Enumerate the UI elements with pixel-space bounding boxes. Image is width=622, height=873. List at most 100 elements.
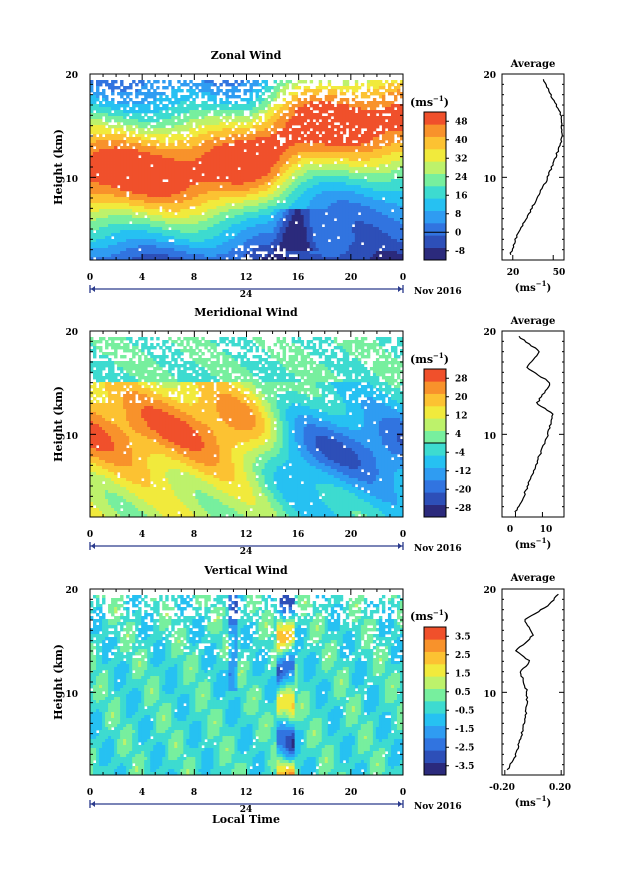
chart-title: Vertical Wind	[203, 564, 288, 577]
profile-panel: Average 20 10 0 10 (ms−1)	[483, 316, 565, 551]
y-tick-label: 20	[65, 328, 78, 338]
colorbar-ticks: 28 20 12 4 -4 -12 -20 -28	[424, 374, 471, 514]
colorbar-unit: (ms−1)	[410, 608, 449, 623]
colorbar-tick-label: -0.5	[455, 706, 474, 716]
y-tick-label: 10	[65, 175, 78, 185]
colorbar-tick-label: 0.5	[455, 688, 471, 698]
colorbar-tick-label: 3.5	[455, 632, 471, 642]
y-tick-label: 20	[65, 586, 78, 596]
colorbar-unit: (ms−1)	[410, 351, 449, 366]
x-tick-label: 0	[87, 788, 93, 798]
colorbar-tick-label: 28	[455, 374, 468, 384]
x-tick-label: 12	[240, 788, 253, 798]
y-axis-label: Height (km)	[52, 644, 65, 720]
date-bar: 24 Nov 2016	[89, 285, 462, 300]
profile-ticks	[502, 330, 564, 518]
colorbar-swatches	[424, 112, 446, 261]
x-tick-label: 20	[345, 530, 358, 540]
x-tick-labels: 0 4 8 12 16 20 0	[87, 788, 406, 798]
colorbar-tick-label: 48	[455, 117, 468, 127]
colorbar-unit: (ms−1)	[410, 94, 449, 109]
colorbar-tick-label: -28	[455, 504, 471, 514]
colorbar-swatches	[424, 369, 446, 518]
x-tick-label: 0	[400, 273, 406, 283]
date-marker: 24	[240, 290, 253, 300]
x-tick-label: 4	[139, 273, 145, 283]
colorbar-tick-label: -4	[455, 448, 465, 458]
colorbar-tick-label: 20	[455, 393, 468, 403]
date-label: Nov 2016	[414, 287, 462, 297]
x-tick-label: 16	[292, 273, 305, 283]
profile-title: Average	[510, 59, 556, 70]
axis-ticks	[89, 330, 404, 518]
colorbar-ticks: 3.5 2.5 1.5 0.5 -0.5 -1.5 -2.5 -3.5	[446, 632, 474, 772]
colorbar: (ms−1) 3.5 2.5 1.5 0.5 -0.5 -1.5 -2.5 -3.5	[410, 608, 474, 776]
chart-title: Zonal Wind	[211, 49, 282, 62]
colorbar-swatches	[424, 627, 446, 776]
profile-x-unit: (ms−1)	[515, 279, 551, 294]
x-tick-label: 8	[191, 530, 197, 540]
colorbar-tick-label: -1.5	[455, 725, 474, 735]
date-bar: 24 Nov 2016	[89, 800, 462, 815]
colorbar-tick-label: -3.5	[455, 762, 474, 772]
x-tick-label: 0	[400, 530, 406, 540]
profile-x-tick: 20	[507, 268, 520, 278]
colorbar-tick-label: 2.5	[455, 651, 471, 661]
profile-x-tick: 0	[507, 525, 513, 535]
profile-x-unit: (ms−1)	[515, 794, 551, 809]
profile-y-tick: 10	[483, 432, 496, 442]
zonal-heatmap	[90, 74, 403, 260]
colorbar-tick-label: -20	[455, 485, 471, 495]
x-tick-labels: 0 4 8 12 16 20 0	[87, 273, 406, 283]
profile-title: Average	[510, 573, 556, 584]
colorbar: (ms−1) 48 40 32 24 16 8 0 -8	[410, 94, 468, 261]
meridional-panel: Meridional Wind Height (km) 20 10 0 4 8 …	[52, 306, 565, 557]
profile-line	[506, 593, 559, 771]
x-tick-label: 0	[87, 273, 93, 283]
profile-ticks	[502, 588, 564, 776]
x-tick-label: 12	[240, 273, 253, 283]
axis-ticks	[89, 588, 404, 776]
colorbar-tick-label: 32	[455, 154, 468, 164]
profile-x-tick: 10	[540, 525, 553, 535]
x-tick-label: 20	[345, 788, 358, 798]
x-tick-label: 4	[139, 788, 145, 798]
x-tick-label: 0	[400, 788, 406, 798]
profile-y-tick: 10	[483, 690, 496, 700]
y-tick-label: 10	[65, 690, 78, 700]
x-tick-label: 12	[240, 530, 253, 540]
colorbar-tick-label: -12	[455, 467, 471, 477]
vertical-heatmap	[90, 589, 403, 775]
date-label: Nov 2016	[414, 802, 462, 812]
date-marker: 24	[240, 805, 253, 815]
colorbar-tick-label: 16	[455, 191, 468, 201]
profile-y-tick: 20	[483, 586, 496, 596]
y-axis-label: Height (km)	[52, 129, 65, 205]
y-tick-label: 20	[65, 71, 78, 81]
profile-line	[509, 79, 563, 255]
profile-x-tick: 50	[553, 268, 566, 278]
colorbar-tick-label: 24	[455, 173, 468, 183]
colorbar-tick-label: 40	[455, 136, 468, 146]
vertical-panel: Vertical Wind Height (km) 20 10 0 4 8 12…	[52, 564, 571, 826]
colorbar-tick-label: 0	[455, 228, 461, 238]
x-tick-label: 8	[191, 273, 197, 283]
profile-ticks	[502, 73, 564, 261]
x-tick-label: 8	[191, 788, 197, 798]
profile-y-tick: 10	[483, 175, 496, 185]
colorbar: (ms−1) 28 20 12 4 -4 -12 -20 -28	[410, 351, 471, 518]
profile-x-tick: -0.20	[489, 783, 515, 793]
colorbar-ticks: 48 40 32 24 16 8 0 -8	[424, 117, 468, 257]
x-tick-label: 16	[292, 788, 305, 798]
colorbar-tick-label: 12	[455, 411, 468, 421]
date-label: Nov 2016	[414, 544, 462, 554]
profile-line	[514, 335, 554, 513]
x-tick-label: 20	[345, 273, 358, 283]
date-marker: 24	[240, 547, 253, 557]
profile-y-tick: 20	[483, 328, 496, 338]
x-tick-label: 0	[87, 530, 93, 540]
y-tick-label: 10	[65, 432, 78, 442]
colorbar-tick-label: 1.5	[455, 669, 471, 679]
colorbar-tick-label: 8	[455, 210, 461, 220]
